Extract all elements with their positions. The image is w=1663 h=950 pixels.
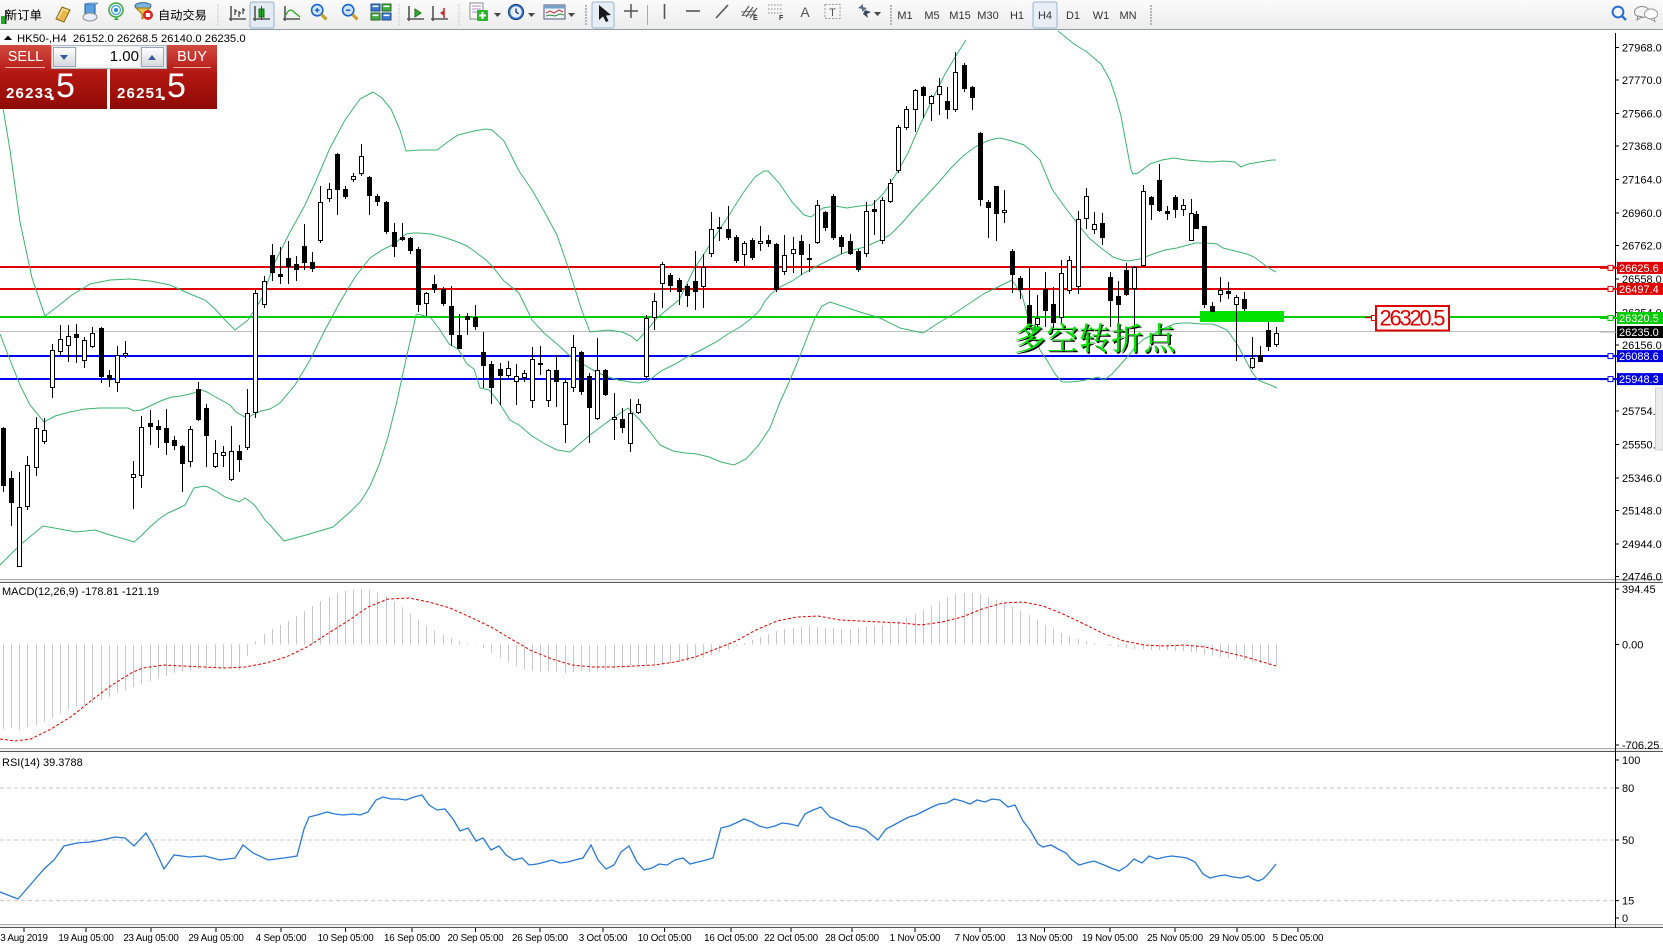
svg-text:27368.0: 27368.0 bbox=[1622, 141, 1662, 153]
svg-text:23 Aug 05:00: 23 Aug 05:00 bbox=[123, 933, 179, 944]
svg-text:A: A bbox=[800, 4, 810, 20]
svg-text:1 Nov 05:00: 1 Nov 05:00 bbox=[890, 933, 941, 944]
svg-text:26762.0: 26762.0 bbox=[1622, 241, 1662, 253]
svg-text:50: 50 bbox=[1622, 835, 1634, 847]
svg-text:-706.25: -706.25 bbox=[1622, 740, 1659, 752]
svg-text:28 Oct 05:00: 28 Oct 05:00 bbox=[825, 933, 879, 944]
svg-text:24944.0: 24944.0 bbox=[1622, 539, 1662, 551]
svg-text:10 Sep 05:00: 10 Sep 05:00 bbox=[318, 933, 375, 944]
svg-text:26 Sep 05:00: 26 Sep 05:00 bbox=[512, 933, 569, 944]
svg-text:80: 80 bbox=[1622, 783, 1634, 795]
svg-text:26235.0: 26235.0 bbox=[1619, 327, 1659, 339]
svg-text:27968.0: 27968.0 bbox=[1622, 43, 1662, 55]
svg-text:H1: H1 bbox=[1010, 10, 1024, 22]
svg-text:19 Aug 05:00: 19 Aug 05:00 bbox=[58, 933, 114, 944]
svg-text:M5: M5 bbox=[924, 10, 939, 22]
svg-text:RSI(14) 39.3788: RSI(14) 39.3788 bbox=[2, 757, 83, 769]
svg-text:100: 100 bbox=[1622, 755, 1640, 767]
svg-text:20 Sep 05:00: 20 Sep 05:00 bbox=[448, 933, 505, 944]
svg-text:0.00: 0.00 bbox=[1622, 640, 1643, 652]
svg-text:16 Oct 05:00: 16 Oct 05:00 bbox=[704, 933, 758, 944]
svg-text:H4: H4 bbox=[1038, 10, 1052, 22]
svg-text:MN: MN bbox=[1119, 10, 1136, 22]
svg-text:D1: D1 bbox=[1066, 10, 1080, 22]
svg-text:W1: W1 bbox=[1093, 10, 1110, 22]
svg-text:26156.0: 26156.0 bbox=[1622, 340, 1662, 352]
svg-text:10 Oct 05:00: 10 Oct 05:00 bbox=[638, 933, 692, 944]
svg-text:13 Nov 05:00: 13 Nov 05:00 bbox=[1017, 933, 1074, 944]
svg-text:T: T bbox=[829, 7, 836, 19]
svg-text:5 Dec 05:00: 5 Dec 05:00 bbox=[1273, 933, 1324, 944]
svg-text:24746.0: 24746.0 bbox=[1622, 572, 1662, 584]
svg-text:25948.3: 25948.3 bbox=[1619, 374, 1659, 386]
svg-text:26088.6: 26088.6 bbox=[1619, 351, 1659, 363]
svg-text:27770.0: 27770.0 bbox=[1622, 75, 1662, 87]
svg-text:HK50-,H4 26152.0 26268.5 2614: HK50-,H4 26152.0 26268.5 26140.0 26235.0 bbox=[17, 33, 246, 45]
svg-text:26625.6: 26625.6 bbox=[1619, 263, 1659, 275]
svg-text:M1: M1 bbox=[897, 10, 912, 22]
svg-text:7 Nov 05:00: 7 Nov 05:00 bbox=[955, 933, 1006, 944]
svg-text:22 Oct 05:00: 22 Oct 05:00 bbox=[764, 933, 818, 944]
svg-text:4 Sep 05:00: 4 Sep 05:00 bbox=[256, 933, 307, 944]
svg-text:0: 0 bbox=[1622, 913, 1628, 925]
svg-text:19 Nov 05:00: 19 Nov 05:00 bbox=[1082, 933, 1139, 944]
svg-text:E: E bbox=[753, 15, 758, 22]
svg-text:394.45: 394.45 bbox=[1622, 584, 1656, 596]
svg-text:25346.0: 25346.0 bbox=[1622, 473, 1662, 485]
svg-text:F: F bbox=[779, 15, 784, 22]
svg-text:26960.0: 26960.0 bbox=[1622, 208, 1662, 220]
svg-text:26320.5: 26320.5 bbox=[1380, 306, 1446, 331]
svg-text:25754.0: 25754.0 bbox=[1622, 406, 1662, 418]
svg-text:29 Aug 05:00: 29 Aug 05:00 bbox=[188, 933, 244, 944]
svg-text:25550.0: 25550.0 bbox=[1622, 440, 1662, 452]
svg-text:27164.0: 27164.0 bbox=[1622, 175, 1662, 187]
svg-text:25 Nov 05:00: 25 Nov 05:00 bbox=[1147, 933, 1204, 944]
svg-text:M30: M30 bbox=[977, 10, 998, 22]
svg-text:26497.4: 26497.4 bbox=[1619, 284, 1659, 296]
svg-text:MACD(12,26,9) -178.81 -121.19: MACD(12,26,9) -178.81 -121.19 bbox=[2, 586, 159, 598]
svg-text:16 Sep 05:00: 16 Sep 05:00 bbox=[384, 933, 441, 944]
svg-text:15: 15 bbox=[1622, 896, 1634, 908]
svg-text:27566.0: 27566.0 bbox=[1622, 109, 1662, 121]
svg-text:26320.5: 26320.5 bbox=[1619, 313, 1659, 325]
svg-text:25148.0: 25148.0 bbox=[1622, 506, 1662, 518]
svg-text:M15: M15 bbox=[949, 10, 970, 22]
svg-text:3 Oct 05:00: 3 Oct 05:00 bbox=[579, 933, 628, 944]
svg-text:3 Aug 2019: 3 Aug 2019 bbox=[0, 933, 48, 944]
svg-text:29 Nov 05:00: 29 Nov 05:00 bbox=[1209, 933, 1266, 944]
